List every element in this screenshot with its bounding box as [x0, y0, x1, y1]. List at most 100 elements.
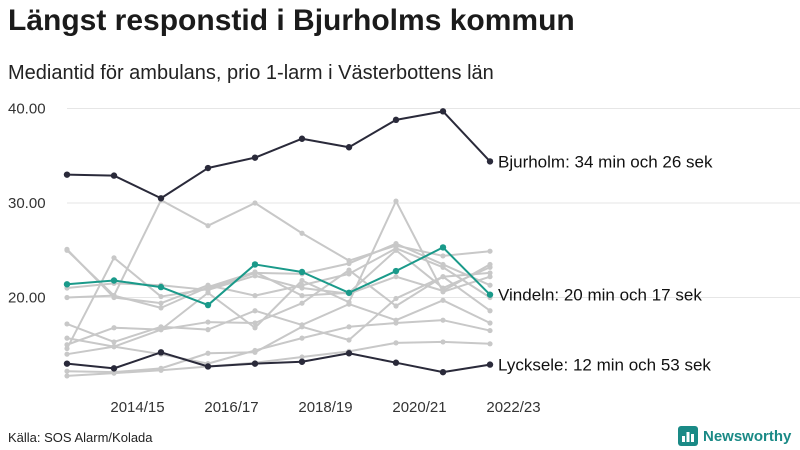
- background-data-point: [299, 300, 305, 306]
- bar-chart-icon: [678, 426, 698, 446]
- background-data-point: [64, 373, 70, 379]
- x-tick-label: 2014/15: [110, 399, 164, 416]
- newsworthy-logo: Newsworthy: [678, 425, 791, 447]
- background-data-point: [205, 287, 211, 293]
- background-series-line: [66, 249, 491, 309]
- vindeln-data-point: [63, 281, 71, 288]
- vindeln-data-point: [486, 291, 494, 298]
- background-data-point: [64, 351, 70, 357]
- background-series-line: [66, 271, 491, 374]
- background-data-point: [252, 293, 258, 299]
- vindeln-data-point: [345, 289, 353, 296]
- background-data-point: [346, 267, 352, 273]
- background-data-point: [440, 317, 446, 323]
- bjurholm-data-point: [345, 144, 353, 151]
- background-data-point: [346, 337, 352, 343]
- background-data-point: [346, 271, 352, 277]
- background-data-point: [252, 269, 258, 275]
- background-data-point: [393, 245, 399, 251]
- background-data-point: [252, 347, 258, 354]
- background-data-point: [440, 264, 446, 270]
- vindeln-data-point: [392, 267, 400, 275]
- y-tick-label: 20.00: [8, 290, 46, 307]
- chart-title: Längst responstid i Bjurholms kommun: [8, 4, 575, 37]
- bjurholm-data-point: [204, 164, 212, 172]
- x-tick-label: 2022/23: [486, 399, 540, 416]
- background-data-point: [111, 344, 117, 350]
- x-tick-label: 2018/19: [298, 399, 352, 416]
- background-series-line: [66, 299, 491, 343]
- background-data-point: [393, 295, 399, 302]
- background-data-point: [440, 288, 446, 294]
- background-data-point: [487, 248, 493, 254]
- background-data-point: [440, 297, 446, 303]
- background-data-point: [205, 350, 211, 356]
- lycksele-data-point: [204, 363, 212, 370]
- bjurholm-data-point: [392, 116, 400, 124]
- background-data-point: [487, 261, 493, 268]
- y-tick-label: 40.00: [8, 101, 46, 118]
- background-data-point: [346, 301, 352, 307]
- background-data-point: [205, 282, 211, 288]
- bjurholm-series-line: [66, 110, 491, 200]
- background-series-line: [66, 247, 491, 305]
- background-series-line: [66, 199, 491, 297]
- background-data-point: [393, 320, 399, 326]
- lycksele-data-point: [486, 361, 494, 368]
- background-data-point: [299, 285, 305, 291]
- background-data-point: [487, 308, 493, 314]
- background-data-point: [158, 367, 164, 373]
- background-data-point: [252, 308, 258, 314]
- background-data-point: [252, 200, 258, 206]
- bjurholm-end-label: Bjurholm: 34 min och 26 sek: [498, 152, 713, 171]
- background-data-point: [393, 274, 399, 280]
- background-data-point: [64, 345, 70, 352]
- x-tick-label: 2016/17: [204, 399, 258, 416]
- background-data-point: [487, 327, 493, 334]
- vindeln-data-point: [251, 261, 259, 268]
- background-data-point: [440, 253, 446, 259]
- background-data-point: [64, 342, 70, 348]
- background-data-point: [64, 368, 70, 374]
- lycksele-data-point: [63, 360, 71, 367]
- background-data-point: [299, 230, 305, 236]
- brand-name: Newsworthy: [703, 427, 792, 445]
- background-data-point: [158, 300, 164, 306]
- vindeln-data-point: [439, 244, 447, 251]
- vindeln-data-point: [204, 301, 212, 309]
- background-series-line: [66, 319, 491, 365]
- background-data-point: [440, 339, 446, 345]
- background-data-point: [111, 370, 117, 376]
- lycksele-end-label: Lycksele: 12 min och 53 sek: [498, 356, 711, 375]
- vindeln-data-point: [157, 283, 165, 291]
- background-data-point: [252, 320, 258, 326]
- background-data-point: [111, 339, 117, 345]
- vindeln-series-line: [66, 246, 491, 307]
- background-data-point: [487, 274, 493, 280]
- source-note: Källa: SOS Alarm/Kolada: [8, 430, 153, 445]
- lycksele-data-point: [345, 350, 353, 357]
- background-data-point: [158, 293, 164, 300]
- vindeln-end-label: Vindeln: 20 min och 17 sek: [498, 286, 702, 305]
- background-series-line: [66, 269, 491, 346]
- background-data-point: [252, 325, 258, 331]
- bjurholm-data-point: [63, 171, 71, 178]
- background-series-line: [66, 340, 491, 377]
- background-data-point: [299, 335, 305, 341]
- background-data-point: [487, 282, 493, 288]
- y-tick-label: 30.00: [8, 195, 46, 212]
- background-series-line: [66, 242, 491, 349]
- background-data-point: [487, 320, 493, 326]
- bjurholm-data-point: [251, 154, 259, 161]
- background-data-point: [205, 319, 211, 325]
- background-data-point: [393, 303, 399, 309]
- bjurholm-data-point: [298, 135, 306, 142]
- lycksele-data-point: [392, 359, 400, 366]
- vindeln-data-point: [298, 268, 306, 276]
- background-data-point: [158, 305, 164, 311]
- lycksele-data-point: [251, 360, 259, 367]
- background-data-point: [299, 293, 305, 299]
- chart-subtitle: Mediantid för ambulans, prio 1-larm i Vä…: [8, 62, 494, 84]
- bjurholm-data-point: [486, 158, 494, 165]
